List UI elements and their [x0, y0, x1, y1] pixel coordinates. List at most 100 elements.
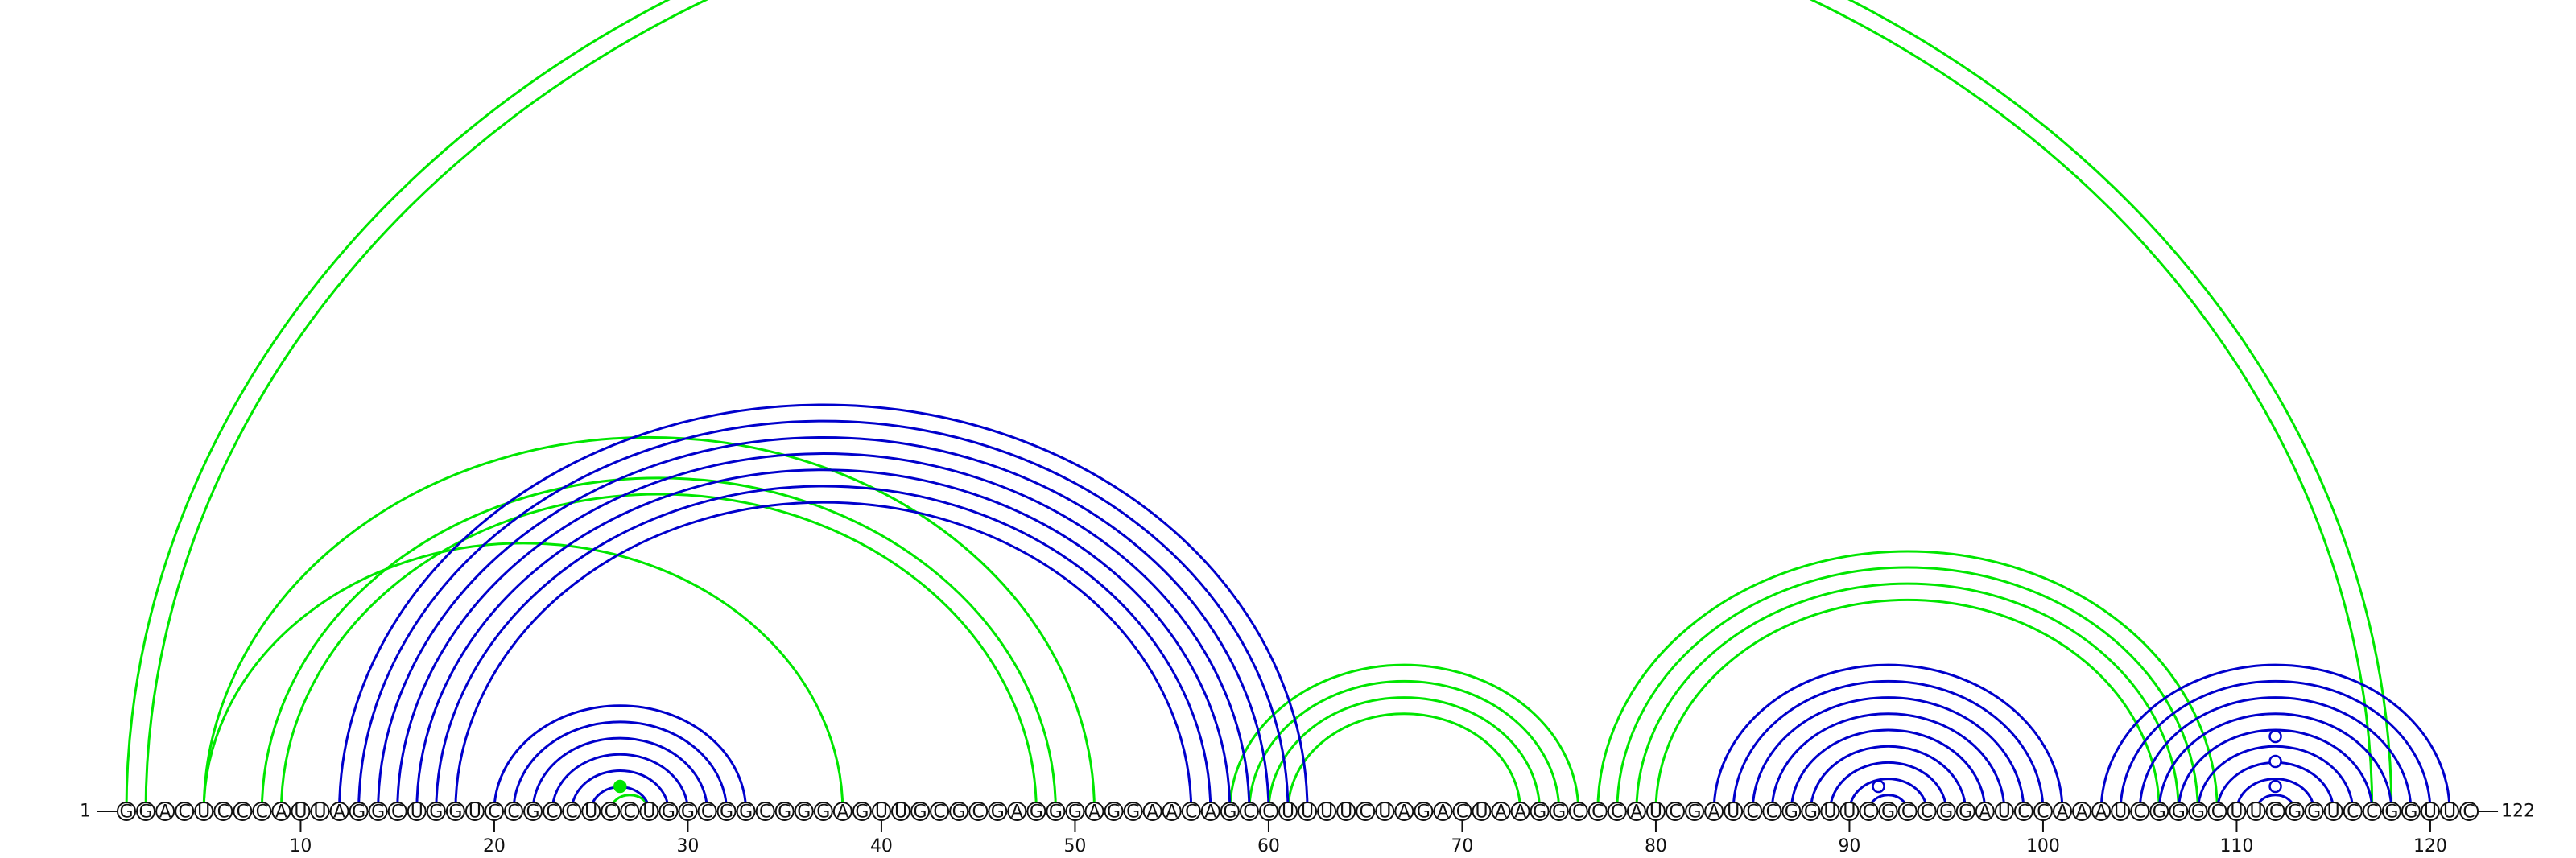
tick-label: 20 [483, 836, 506, 856]
nucleotide-letter: C [2269, 802, 2281, 823]
nucleotide-letter: G [1126, 802, 1140, 823]
nucleotide-circle [194, 802, 214, 821]
nucleotide-circle [2053, 802, 2072, 821]
nucleotide-letter: G [1107, 802, 1121, 823]
nucleotide-letter: U [2424, 802, 2437, 823]
nucleotide-letter: G [952, 802, 966, 823]
nucleotide: G [794, 802, 814, 823]
green-arc-79-107 [1635, 582, 2180, 812]
nucleotide: U [2246, 802, 2266, 823]
tick-label: 70 [1451, 836, 1473, 856]
nucleotide-letter: G [1688, 802, 1702, 823]
nucleotide-letter: U [469, 802, 481, 823]
nucleotide: U [2111, 802, 2131, 823]
nucleotide-letter: G [2172, 802, 2186, 823]
nucleotide: G [813, 802, 833, 823]
nucleotide-letter: U [1282, 802, 1294, 823]
nucleotide: U [194, 802, 214, 823]
nucleotide-circle [1123, 802, 1143, 821]
nucleotide-circle [1994, 802, 2014, 821]
nucleotide: C [252, 802, 272, 823]
nucleotide-circle [310, 802, 330, 821]
nucleotide-circle [1801, 802, 1821, 821]
nucleotide-circle [1897, 802, 1918, 821]
nucleotide: C [601, 802, 621, 823]
nucleotide-letter: C [1901, 802, 1913, 823]
nucleotide: A [2091, 802, 2112, 823]
nucleotide-circle [387, 802, 407, 821]
nucleotide-circle [581, 802, 601, 821]
nucleotide-letter: A [1204, 802, 1216, 823]
nucleotide-circle [1104, 802, 1124, 821]
nucleotide: C [1607, 802, 1627, 823]
nucleotide: C [1743, 802, 1763, 823]
nucleotide-letter: C [2462, 802, 2475, 823]
nucleotide-letter: U [1301, 802, 1314, 823]
nucleotide-circle [1142, 802, 1162, 821]
nucleotide-letter: G [2288, 802, 2301, 823]
blue-arc-14-60 [377, 435, 1270, 812]
nucleotide-letter: U [875, 802, 888, 823]
nucleotide-circle [2169, 802, 2189, 821]
nucleotide: C [175, 802, 195, 823]
green-arc-9-48 [279, 493, 1038, 812]
nucleotide-letter: A [1166, 802, 1178, 823]
nucleotide: U [1645, 802, 1666, 823]
nucleotide-letter: A [1979, 802, 1991, 823]
blue-arc-22-31 [531, 736, 708, 812]
nucleotide-letter: G [855, 802, 869, 823]
nucleotide-circle [1607, 802, 1627, 821]
nucleotide: A [832, 802, 852, 823]
nucleotide: G [1878, 802, 1898, 823]
loop-marker-0 [613, 779, 627, 794]
nucleotide-circle [1026, 802, 1046, 821]
nucleotide-letter: U [197, 802, 210, 823]
nucleotide: G [2285, 802, 2305, 823]
nucleotide-letter: A [836, 802, 848, 823]
nucleotide: G [445, 802, 465, 823]
nucleotide-letter: C [391, 802, 403, 823]
nucleotide-circle [639, 802, 659, 821]
end-label: 122 [2501, 802, 2535, 822]
nucleotide-circle [2285, 802, 2305, 821]
nucleotide: C [387, 802, 407, 823]
nucleotide-letter: G [1030, 802, 1043, 823]
nucleotide-letter: C [1572, 802, 1584, 823]
nucleotide: U [2420, 802, 2440, 823]
nucleotide-circle [620, 802, 640, 821]
nucleotide-letter: C [701, 802, 713, 823]
green-arc-5-38 [202, 542, 844, 812]
nucleotide-letter: G [797, 802, 811, 823]
blue-arc-110-114 [2235, 778, 2316, 812]
nucleotide: U [2323, 802, 2343, 823]
nucleotide-letter: G [1939, 802, 1953, 823]
nucleotide-circle [1762, 802, 1782, 821]
nucleotide-circle [1336, 802, 1356, 821]
nucleotide-circle [562, 802, 582, 821]
nucleotide-circle [1394, 802, 1414, 821]
nucleotide-letter: G [1785, 802, 1798, 823]
nucleotide: G [1046, 802, 1066, 823]
nucleotide-letter: G [991, 802, 1005, 823]
nucleotide-letter: C [1921, 802, 1933, 823]
nucleotide-circle [2013, 802, 2033, 821]
nucleotide-circle [1781, 802, 1802, 821]
tick-label: 100 [2026, 836, 2060, 856]
tick-label: 90 [1838, 836, 1860, 856]
nucleotide-circle [2111, 802, 2131, 821]
nucleotide-circle [349, 802, 369, 821]
nucleotide: G [1414, 802, 1434, 823]
nucleotide: U [1724, 802, 1744, 823]
nucleotide-letter: G [720, 802, 733, 823]
nucleotide-circle [2072, 802, 2092, 821]
nucleotide-letter: C [1262, 802, 1274, 823]
nucleotide-letter: G [816, 802, 830, 823]
nucleotide-circle [813, 802, 833, 821]
nucleotide: G [988, 802, 1008, 823]
nucleotide-circle [2362, 802, 2382, 821]
nucleotide-letter: A [159, 802, 171, 823]
nucleotide-letter: C [2017, 802, 2029, 823]
nucleotide-circle [1375, 802, 1395, 821]
nucleotide-circle [1917, 802, 1937, 821]
nucleotide: G [1123, 802, 1143, 823]
